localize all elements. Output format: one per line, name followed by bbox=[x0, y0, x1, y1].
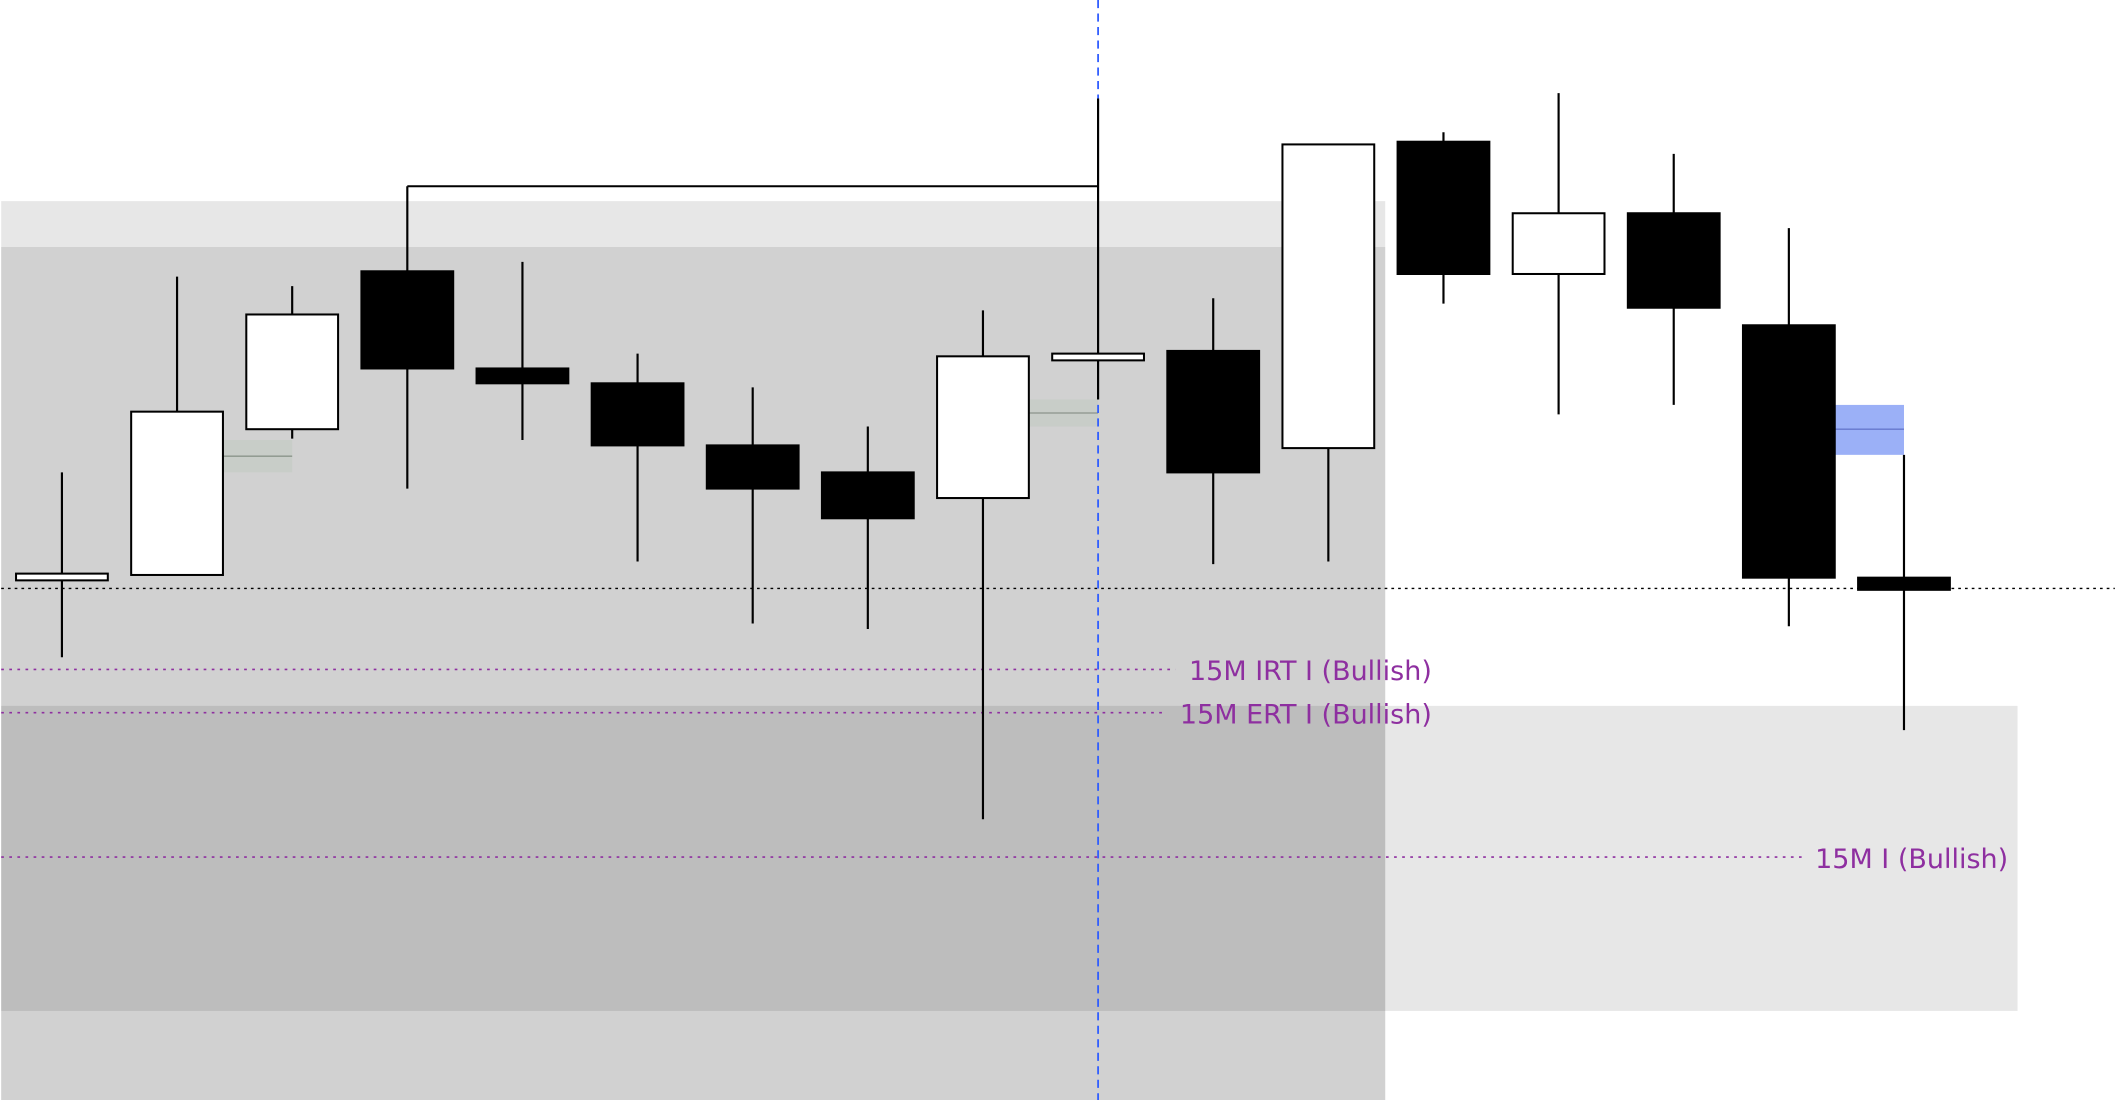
bearish-candle-body bbox=[475, 367, 570, 385]
bearish-candle-body bbox=[1396, 140, 1491, 275]
bearish-candle-body bbox=[360, 270, 455, 370]
bullish-candle-body bbox=[936, 355, 1030, 500]
bullish-candle-body bbox=[1281, 143, 1376, 450]
bearish-candle-body bbox=[1741, 324, 1836, 579]
bearish-candle-body bbox=[820, 471, 915, 520]
level-label-15m: 15M I (Bullish) bbox=[1815, 844, 2008, 875]
bearish-candle-body bbox=[705, 444, 800, 490]
bullish-candle-body bbox=[1511, 212, 1606, 275]
bullish-candle-body bbox=[15, 572, 109, 582]
bullish-candle-body bbox=[130, 410, 224, 576]
zone-rect bbox=[1, 201, 1386, 1100]
zone-rect bbox=[1, 705, 2018, 1011]
bullish-candle-body bbox=[1051, 352, 1145, 362]
bearish-candle-body bbox=[590, 382, 685, 447]
bearish-candle-body bbox=[1166, 349, 1261, 474]
level-label-ert: 15M ERT I (Bullish) bbox=[1180, 699, 1432, 730]
bullish-candle-body bbox=[245, 313, 340, 431]
zone-rect bbox=[1, 246, 1386, 1100]
bearish-candle-body bbox=[1857, 576, 1951, 591]
bearish-candle-body bbox=[1626, 212, 1721, 309]
level-label-irt: 15M IRT I (Bullish) bbox=[1189, 656, 1432, 687]
